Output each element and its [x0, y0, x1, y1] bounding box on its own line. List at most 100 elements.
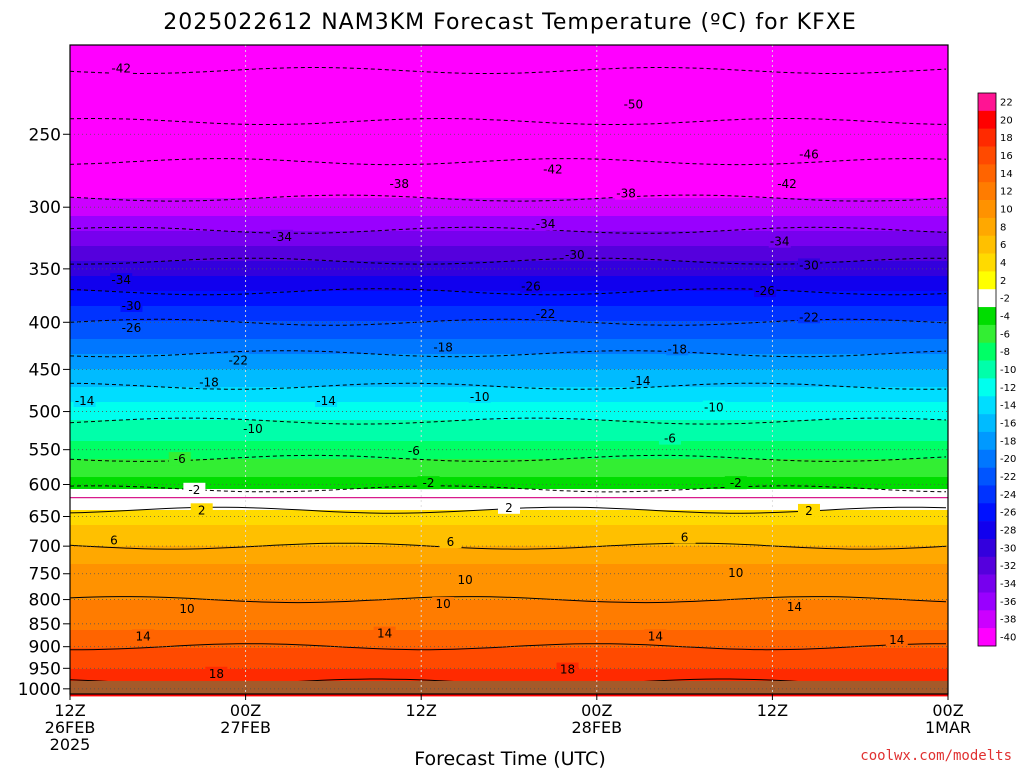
colorbar-swatch	[978, 449, 996, 468]
temperature-band	[70, 390, 948, 394]
colorbar-label: -32	[1000, 561, 1016, 572]
temperature-band	[70, 249, 948, 253]
temperature-field	[70, 45, 948, 697]
colorbar-label: 22	[1000, 97, 1013, 108]
temperature-band	[70, 399, 948, 403]
contour-label-bg	[768, 234, 791, 248]
temperature-band	[70, 312, 948, 316]
temperature-band	[70, 306, 948, 310]
contour-label: -34	[536, 217, 556, 231]
y-tick-label: 850	[29, 615, 61, 635]
temperature-band	[70, 171, 948, 175]
contour-label-bg	[622, 97, 645, 111]
contour-label-bg	[615, 186, 638, 200]
contour-label-bg	[176, 601, 199, 615]
contour-label-bg	[132, 629, 155, 643]
temperature-band	[70, 204, 948, 208]
temperature-band	[70, 120, 948, 124]
contour-label-bg	[797, 503, 820, 517]
colorbar-swatch	[978, 378, 996, 397]
colorbar-label: -26	[1000, 508, 1016, 519]
temperature-band	[70, 459, 948, 463]
temperature-band	[70, 552, 948, 556]
temperature-band	[70, 516, 948, 520]
temperature-band	[70, 453, 948, 457]
contour-label-bg	[417, 476, 440, 490]
temperature-band	[70, 153, 948, 157]
colorbar-label: -18	[1000, 436, 1016, 447]
temperature-band	[70, 669, 948, 673]
contour-label: 10	[728, 566, 743, 580]
colorbar-swatch	[978, 521, 996, 540]
contour-label-bg	[402, 444, 425, 458]
isotherm--34	[69, 226, 947, 234]
colorbar-swatch	[978, 235, 996, 254]
contour-label: -18	[433, 340, 453, 354]
temperature-band	[70, 294, 948, 298]
contour-label-bg	[797, 147, 820, 161]
temperature-band	[70, 222, 948, 226]
temperature-band	[70, 318, 948, 322]
colorbar-swatch	[978, 217, 996, 237]
temperature-band	[70, 285, 948, 289]
temperature-band	[70, 246, 948, 250]
contour-labels: -42-50-46-42-42-38-38-34-34-34-30-30-34-…	[73, 61, 908, 681]
contour-label-bg	[120, 321, 143, 335]
contour-label-bg	[388, 176, 411, 190]
contour-label-bg	[241, 421, 264, 435]
colorbar-swatch	[978, 592, 996, 611]
temperature-band	[70, 468, 948, 472]
colorbar-swatch	[978, 431, 996, 451]
temperature-band	[70, 261, 948, 265]
contour-label: -38	[616, 187, 636, 201]
contour-label-bg	[432, 597, 455, 611]
contour-label: -34	[770, 235, 790, 249]
temperature-band	[70, 621, 948, 625]
colorbar-label: 12	[1000, 187, 1013, 198]
temperature-band	[70, 54, 948, 58]
temperature-band	[70, 423, 948, 427]
contour-label: 2	[505, 501, 513, 515]
contour-label-bg	[439, 535, 462, 549]
colorbar-label: 20	[1000, 115, 1013, 126]
temperature-band	[70, 156, 948, 160]
temperature-band	[70, 255, 948, 259]
temperature-band	[70, 237, 948, 241]
x-tick-label: 26FEB	[45, 718, 96, 737]
temperature-band	[70, 636, 948, 640]
contour-label-bg	[110, 61, 133, 75]
y-axis: 250 300 350 400 450 500 550 600 650 700 750 800 850 9…	[18, 125, 70, 700]
colorbar-label: -16	[1000, 419, 1016, 430]
temperature-band	[70, 192, 948, 196]
contour-label: 10	[179, 602, 194, 616]
temperature-band	[70, 276, 948, 280]
temperature-band	[70, 678, 948, 682]
colorbar-label: -36	[1000, 597, 1016, 608]
temperature-band	[70, 465, 948, 469]
temperature-band	[70, 534, 948, 538]
temperature-band	[70, 384, 948, 388]
temperature-band	[70, 663, 948, 667]
y-tick-label: 950	[29, 659, 61, 679]
temperature-band	[70, 387, 948, 391]
temperature-band	[70, 351, 948, 355]
temperature-band	[70, 303, 948, 307]
temperature-band	[70, 213, 948, 217]
temperature-band	[70, 45, 948, 49]
colorbar-swatch	[978, 164, 996, 183]
temperature-band	[70, 360, 948, 364]
isotherm-10	[69, 596, 947, 604]
colorbar-label: -40	[1000, 633, 1016, 644]
temperature-band	[70, 447, 948, 451]
contour-label-bg	[110, 273, 133, 287]
contour-label-bg	[658, 431, 681, 445]
temperature-band	[70, 228, 948, 232]
colorbar-swatch	[978, 182, 996, 201]
colorbar-swatch	[978, 93, 996, 112]
temperature-band	[70, 57, 948, 61]
temperature-band	[70, 537, 948, 541]
contour-label: -2	[423, 476, 435, 490]
temperature-band	[70, 549, 948, 553]
temperature-band	[70, 477, 948, 481]
